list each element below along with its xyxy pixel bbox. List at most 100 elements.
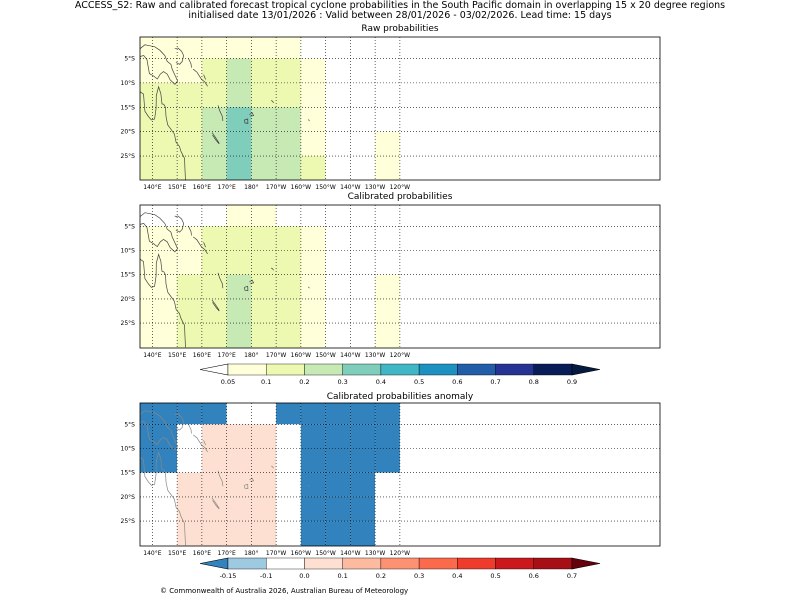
probability-cell — [350, 424, 376, 449]
lat-tick-label: 10°S — [121, 247, 136, 254]
probability-cell — [226, 82, 252, 108]
coastline — [211, 497, 220, 510]
probability-cell — [276, 472, 301, 497]
probability-cell — [276, 323, 301, 348]
lat-tick-label: 25°S — [121, 518, 136, 525]
probability-cell — [350, 205, 376, 227]
probability-cell — [226, 521, 252, 546]
lon-tick-label: 140°E — [143, 550, 161, 557]
probability-cell — [251, 323, 277, 348]
colorbar-segment — [457, 557, 496, 570]
probability-cell — [177, 131, 202, 157]
lon-tick-label: 150°E — [168, 184, 186, 191]
lat-tick-label: 15°S — [121, 470, 136, 477]
probability-cell — [177, 323, 202, 348]
probability-cell — [177, 496, 202, 522]
lat-tick-label: 5°S — [124, 421, 135, 428]
map-panel-2: 140°E 150°E 160°E 170°E 180° 170°W 160°W 150°W 1… — [121, 204, 661, 359]
coastline — [308, 484, 310, 487]
probability-cell — [350, 448, 376, 473]
lon-tick-label: 150°E — [168, 352, 186, 359]
probability-cell — [201, 448, 227, 473]
probability-cell — [152, 107, 178, 132]
probability-cell — [375, 82, 400, 108]
probability-cell — [325, 250, 351, 275]
probability-cell — [300, 521, 326, 546]
colorbar-tick-label: 0.9 — [567, 378, 577, 386]
copyright-notice: © Commonwealth of Australia 2026, Austra… — [160, 587, 409, 595]
lon-tick-label: 120°W — [390, 352, 410, 359]
colorbar-tick-label: 0.7 — [490, 378, 500, 386]
probability-cell — [177, 472, 202, 497]
probability-cell — [276, 226, 301, 251]
probability-cell — [177, 274, 202, 299]
map-frame — [139, 402, 661, 547]
probability-cell — [375, 131, 400, 157]
colorbar-segment — [266, 363, 305, 376]
probability-cell — [177, 226, 202, 251]
probability-cell — [350, 274, 376, 299]
coastline — [174, 413, 178, 415]
probability-cell — [276, 250, 301, 275]
probability-cell — [276, 298, 301, 324]
lat-tick-label: 10°S — [121, 445, 136, 452]
colorbar-segment — [418, 363, 458, 376]
probability-cell — [350, 521, 376, 546]
lon-tick-label: 170°W — [266, 184, 286, 191]
probability-cell — [375, 472, 400, 497]
lat-tick-label: 5°S — [124, 223, 135, 230]
lat-tick-label: 25°S — [121, 153, 136, 160]
lon-tick-label: 120°W — [390, 550, 410, 557]
probability-cell — [276, 107, 301, 132]
colorbar-tick-label: 0.4 — [376, 378, 386, 386]
lat-tick-label: 5°S — [124, 55, 135, 62]
probability-cell — [201, 403, 227, 425]
probability-cell — [325, 521, 351, 546]
colorbar-segment — [227, 557, 267, 570]
coastline — [271, 465, 274, 469]
probability-cell — [350, 58, 376, 83]
probability-cell — [300, 156, 326, 180]
probability-cell — [325, 131, 351, 157]
lon-tick-label: 170°W — [266, 550, 286, 557]
lon-tick-label: 160°W — [291, 352, 311, 359]
coastline — [217, 272, 224, 289]
probability-cell — [375, 205, 400, 227]
probability-cell — [177, 424, 202, 449]
probability-cell — [300, 131, 326, 157]
colorbar-tick-label: 0.1 — [337, 572, 347, 580]
colorbar-tick-label: 0.6 — [452, 378, 462, 386]
probability-cell — [325, 205, 351, 227]
lon-tick-label: 140°W — [340, 550, 360, 557]
probability-cell — [177, 403, 202, 425]
probability-cell — [251, 496, 277, 522]
lon-tick-label: 160°E — [193, 184, 211, 191]
probability-cell — [276, 448, 301, 473]
lon-tick-label: 170°E — [218, 352, 236, 359]
probability-cell — [325, 58, 351, 83]
probability-cell — [201, 156, 227, 180]
panel-title-calibrated: Calibrated probabilities — [347, 192, 453, 202]
colorbar-tick-label: 0.7 — [567, 572, 577, 580]
probability-cell — [226, 131, 252, 157]
panel-title-raw: Raw probabilities — [361, 24, 439, 34]
coastline — [203, 242, 206, 248]
probability-cell — [251, 156, 277, 180]
probability-cell — [177, 205, 202, 227]
colorbar-tick-label: 0.2 — [299, 378, 309, 386]
figure-title-line1: ACCESS_S2: Raw and calibrated forecast t… — [74, 0, 726, 11]
coastline — [271, 100, 274, 104]
probability-cell — [177, 250, 202, 275]
lon-tick-label: 160°E — [193, 550, 211, 557]
colorbar-segment — [266, 557, 305, 570]
lon-tick-label: 140°E — [143, 352, 161, 359]
probability-cell — [375, 37, 400, 59]
probability-cell — [350, 156, 376, 180]
probability-cell — [177, 448, 202, 473]
colorbar-tick-label: 0.1 — [261, 378, 271, 386]
probability-cell — [177, 521, 202, 546]
colorbar-segment — [342, 363, 382, 376]
probability-cell — [152, 37, 178, 59]
probability-cell — [226, 226, 252, 251]
